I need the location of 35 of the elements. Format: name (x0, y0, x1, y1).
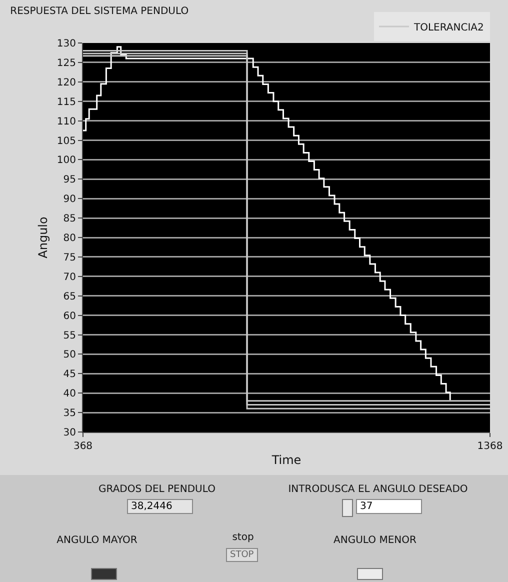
text: 38,2446 (127, 499, 193, 514)
legend-label: TOLERANCIA2 (413, 22, 484, 34)
y-tick-label: 85 (63, 214, 76, 225)
y-tick-label: 90 (63, 194, 76, 206)
x-tick-label: 368 (73, 441, 93, 452)
text: GRADOS DEL PENDULO (98, 484, 216, 495)
y-tick-label: 130 (56, 38, 76, 50)
y-axis-title: Angulo (36, 216, 50, 258)
y-tick-label: 65 (63, 291, 76, 302)
y-tick-label: 120 (56, 77, 76, 88)
text: stop (232, 532, 254, 543)
y-tick-label: 95 (63, 174, 76, 186)
text: 37 (356, 499, 422, 514)
y-tick-label: 105 (56, 136, 76, 147)
y-tick-label: 100 (56, 155, 76, 166)
y-tick-label: 70 (63, 272, 76, 283)
chart-title: RESPUESTA DEL SISTEMA PENDULO (10, 6, 189, 18)
y-tick-label: 40 (63, 388, 76, 400)
text: ANGULO MAYOR (56, 535, 138, 546)
x-tick-label: 1368 (477, 441, 503, 452)
y-tick-label: 60 (63, 310, 76, 322)
y-tick-label: 35 (63, 408, 76, 420)
x-axis-title: Time (270, 452, 302, 467)
text: ANGULO MENOR (334, 535, 416, 546)
y-tick-label: 110 (56, 116, 76, 128)
y-tick-label: 115 (56, 96, 76, 108)
y-tick-label: 45 (63, 369, 76, 380)
y-tick-label: 55 (63, 330, 76, 342)
y-tick-label: 75 (63, 252, 76, 264)
y-tick-label: 125 (56, 58, 76, 69)
y-tick-label: 30 (63, 428, 76, 438)
y-tick-label: 80 (63, 233, 76, 244)
y-tick-label: 50 (63, 350, 76, 361)
text: STOP (226, 548, 258, 562)
text: INTRODUSCA EL ANGULO DESEADO (288, 484, 468, 495)
